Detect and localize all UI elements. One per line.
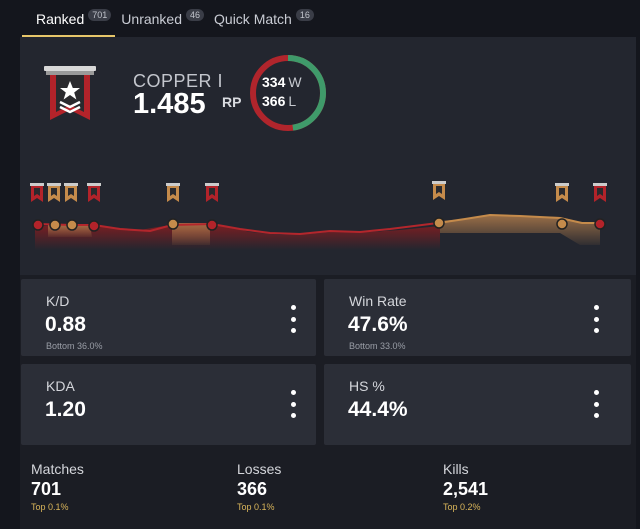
card-value: 1.20: [45, 398, 86, 421]
tab-count-badge: 16: [295, 8, 314, 21]
wins-line: 334 W: [262, 74, 302, 90]
stat-title: Kills: [443, 461, 469, 477]
history-marker: [206, 219, 218, 231]
tab-label: Unranked: [121, 10, 182, 27]
history-marker: [556, 218, 568, 230]
history-rank-badge-icon: [87, 183, 101, 202]
history-markers: [32, 217, 606, 232]
more-options-icon[interactable]: [287, 390, 299, 418]
history-marker: [49, 219, 61, 231]
history-marker: [433, 217, 445, 229]
history-rank-badges: [30, 181, 607, 202]
card-percentile: Bottom 36.0%: [46, 341, 103, 351]
rank-history-graph: [30, 181, 607, 250]
win-arc: [250, 55, 326, 131]
losses-suffix: L: [288, 93, 297, 109]
history-rank-badge-icon: [432, 181, 446, 200]
tab-quick-match[interactable]: Quick Match 16: [214, 0, 314, 37]
copper-rank-banner-icon: [44, 66, 96, 120]
history-rank-badge-icon: [30, 183, 44, 202]
tab-count-badge: 701: [88, 8, 112, 21]
stat-card-win-rate: Win Rate 47.6% Bottom 33.0%: [324, 279, 631, 356]
history-marker: [167, 218, 179, 230]
losses-line: 366 L: [262, 93, 296, 109]
card-title: K/D: [46, 293, 70, 309]
more-options-icon[interactable]: [287, 305, 299, 333]
stat-value: 701: [31, 479, 62, 499]
stat-matches: Matches 701 Top 0.1%: [31, 461, 84, 512]
stat-title: Matches: [31, 461, 84, 477]
card-value: 44.4%: [348, 398, 408, 421]
more-options-icon[interactable]: [590, 390, 602, 418]
history-rank-badge-icon: [166, 183, 180, 202]
more-options-icon[interactable]: [590, 305, 602, 333]
card-value: 0.88: [45, 313, 86, 336]
history-area-bronze-2: [172, 223, 210, 245]
history-rank-badge-icon: [64, 183, 78, 202]
stat-value: 2,541: [443, 479, 489, 499]
history-rank-badge-icon: [47, 183, 61, 202]
stat-card-kd: K/D 0.88 Bottom 36.0%: [21, 279, 316, 356]
stat-kills: Kills 2,541 Top 0.2%: [443, 461, 488, 512]
rank-points: 1.485: [133, 88, 206, 120]
history-rank-badge-icon: [593, 183, 607, 202]
history-marker: [594, 218, 606, 230]
history-marker: [32, 219, 44, 231]
tab-label: Ranked: [36, 10, 85, 27]
tab-count-badge: 46: [186, 8, 205, 21]
history-marker: [88, 220, 100, 232]
win-loss-ring: [250, 55, 326, 131]
card-title: HS %: [349, 378, 385, 394]
card-percentile: Bottom 33.0%: [349, 341, 406, 351]
stat-title: Losses: [237, 461, 282, 477]
history-rank-badge-icon: [555, 183, 569, 202]
tab-label: Quick Match: [214, 10, 292, 27]
history-marker: [66, 219, 78, 231]
stat-card-kda: KDA 1.20: [21, 364, 316, 445]
card-title: KDA: [46, 378, 75, 394]
card-title: Win Rate: [349, 293, 407, 309]
history-rank-badge-icon: [205, 183, 219, 202]
stat-percentile: Top 0.1%: [31, 502, 69, 512]
tab-ranked[interactable]: Ranked 701: [22, 0, 116, 37]
card-value: 47.6%: [348, 313, 408, 336]
history-line-bronze: [437, 213, 600, 224]
stat-percentile: Top 0.2%: [443, 502, 481, 512]
wins-count: 334: [262, 74, 286, 90]
rank-name: COPPER I: [133, 71, 224, 91]
stat-card-hs: HS % 44.4%: [324, 364, 631, 445]
stat-losses: Losses 366 Top 0.1%: [237, 461, 281, 512]
stat-value: 366: [237, 479, 268, 499]
playlist-tabs: Ranked 701 Unranked 46 Quick Match 16: [22, 0, 314, 37]
rank-points-unit: RP: [222, 94, 242, 110]
wins-suffix: W: [288, 74, 302, 90]
losses-count: 366: [262, 93, 286, 109]
tab-unranked[interactable]: Unranked 46: [121, 0, 205, 37]
stat-percentile: Top 0.1%: [237, 502, 275, 512]
